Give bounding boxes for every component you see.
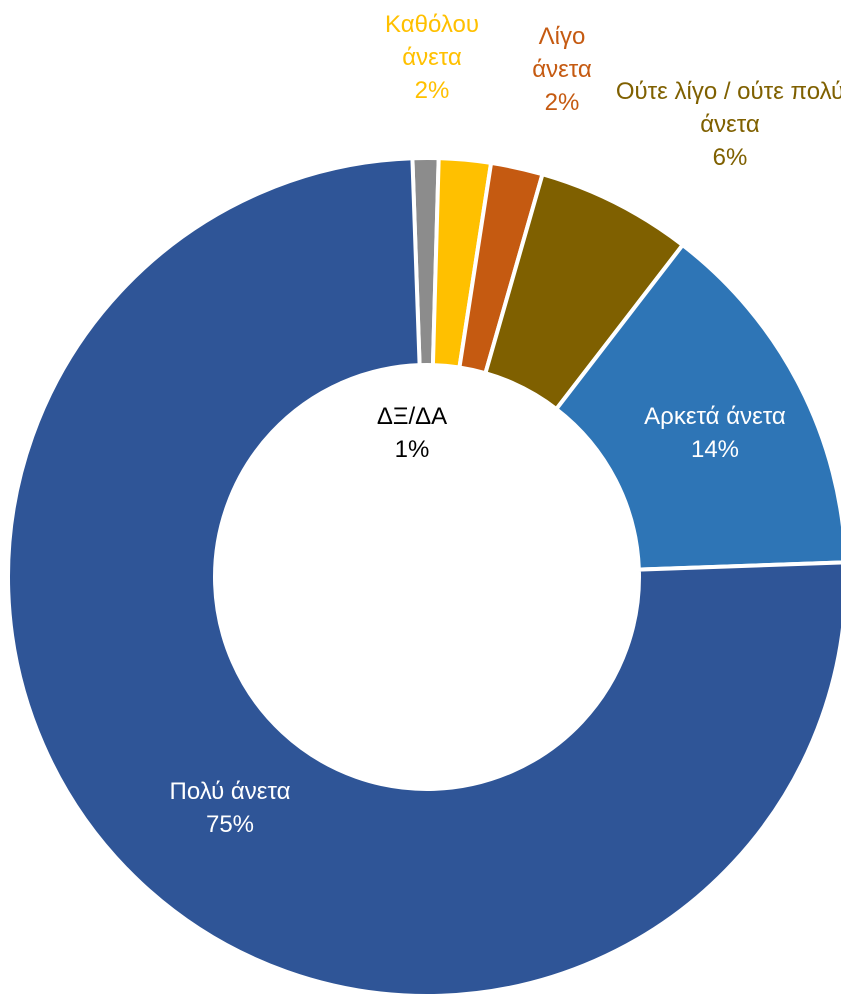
category-label: ΔΞ/ΔΑ bbox=[376, 403, 448, 430]
value-label: 1% bbox=[394, 436, 430, 463]
slice bbox=[6, 156, 841, 996]
category-label: Καθόλου άνετα bbox=[385, 11, 479, 71]
slice bbox=[553, 242, 841, 572]
category-label: Ούτε λίγο / ούτε πολύ άνετα bbox=[615, 78, 841, 138]
category-label: Αρκετά άνετα bbox=[644, 403, 786, 430]
data-label: Λίγο άνετα 2% bbox=[517, 20, 607, 119]
category-label: Πολύ άνετα bbox=[169, 778, 291, 805]
value-label: 75% bbox=[205, 811, 255, 838]
value-label: 2% bbox=[414, 77, 450, 104]
data-label: ΔΞ/ΔΑ 1% bbox=[342, 400, 482, 466]
value-label: 14% bbox=[690, 436, 740, 463]
category-label: Λίγο άνετα bbox=[532, 23, 592, 83]
data-label: Αρκετά άνετα 14% bbox=[595, 400, 835, 466]
data-label: Ούτε λίγο / ούτε πολύ άνετα 6% bbox=[615, 75, 841, 174]
data-label: Πολύ άνετα 75% bbox=[110, 775, 350, 841]
data-label: Καθόλου άνετα 2% bbox=[377, 8, 487, 107]
value-label: 2% bbox=[544, 89, 580, 116]
value-label: 6% bbox=[712, 144, 748, 171]
